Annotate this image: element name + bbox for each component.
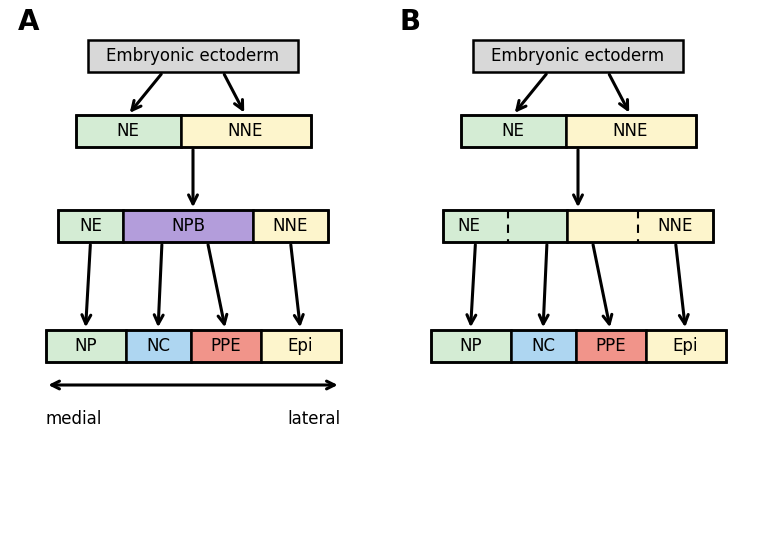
Text: NNE: NNE — [658, 217, 694, 235]
Text: Epi: Epi — [673, 337, 698, 355]
Bar — [180, 115, 310, 147]
Bar — [253, 210, 328, 242]
Text: PPE: PPE — [211, 337, 241, 355]
Text: NNE: NNE — [613, 122, 648, 140]
Text: Embryonic ectoderm: Embryonic ectoderm — [107, 47, 279, 65]
Bar — [430, 330, 725, 362]
Bar — [443, 210, 567, 242]
Text: NNE: NNE — [272, 217, 308, 235]
Bar — [125, 330, 190, 362]
Bar — [576, 330, 646, 362]
Text: NE: NE — [457, 217, 481, 235]
Bar — [88, 40, 298, 72]
Bar — [473, 40, 683, 72]
Bar — [646, 330, 725, 362]
Bar — [443, 210, 713, 242]
Text: NP: NP — [459, 337, 481, 355]
Text: NC: NC — [146, 337, 170, 355]
Text: B: B — [400, 8, 421, 36]
Text: medial: medial — [46, 410, 102, 428]
Text: NPB: NPB — [171, 217, 205, 235]
Bar — [58, 210, 328, 242]
Bar — [461, 115, 696, 147]
Text: NC: NC — [531, 337, 555, 355]
Text: lateral: lateral — [287, 410, 341, 428]
Bar — [511, 330, 576, 362]
Text: NE: NE — [79, 217, 102, 235]
Bar — [566, 115, 696, 147]
Bar — [567, 210, 713, 242]
Text: PPE: PPE — [595, 337, 626, 355]
Bar — [430, 330, 511, 362]
Text: NE: NE — [502, 122, 525, 140]
Bar — [46, 330, 125, 362]
Bar — [461, 115, 566, 147]
Text: NNE: NNE — [228, 122, 263, 140]
Bar — [190, 330, 261, 362]
Bar — [46, 330, 341, 362]
Bar — [58, 210, 123, 242]
Text: Epi: Epi — [288, 337, 313, 355]
Text: NP: NP — [74, 337, 97, 355]
Bar — [261, 330, 341, 362]
Text: A: A — [18, 8, 39, 36]
Bar — [76, 115, 310, 147]
Text: Embryonic ectoderm: Embryonic ectoderm — [491, 47, 665, 65]
Bar — [76, 115, 180, 147]
Bar — [123, 210, 253, 242]
Text: NE: NE — [117, 122, 139, 140]
